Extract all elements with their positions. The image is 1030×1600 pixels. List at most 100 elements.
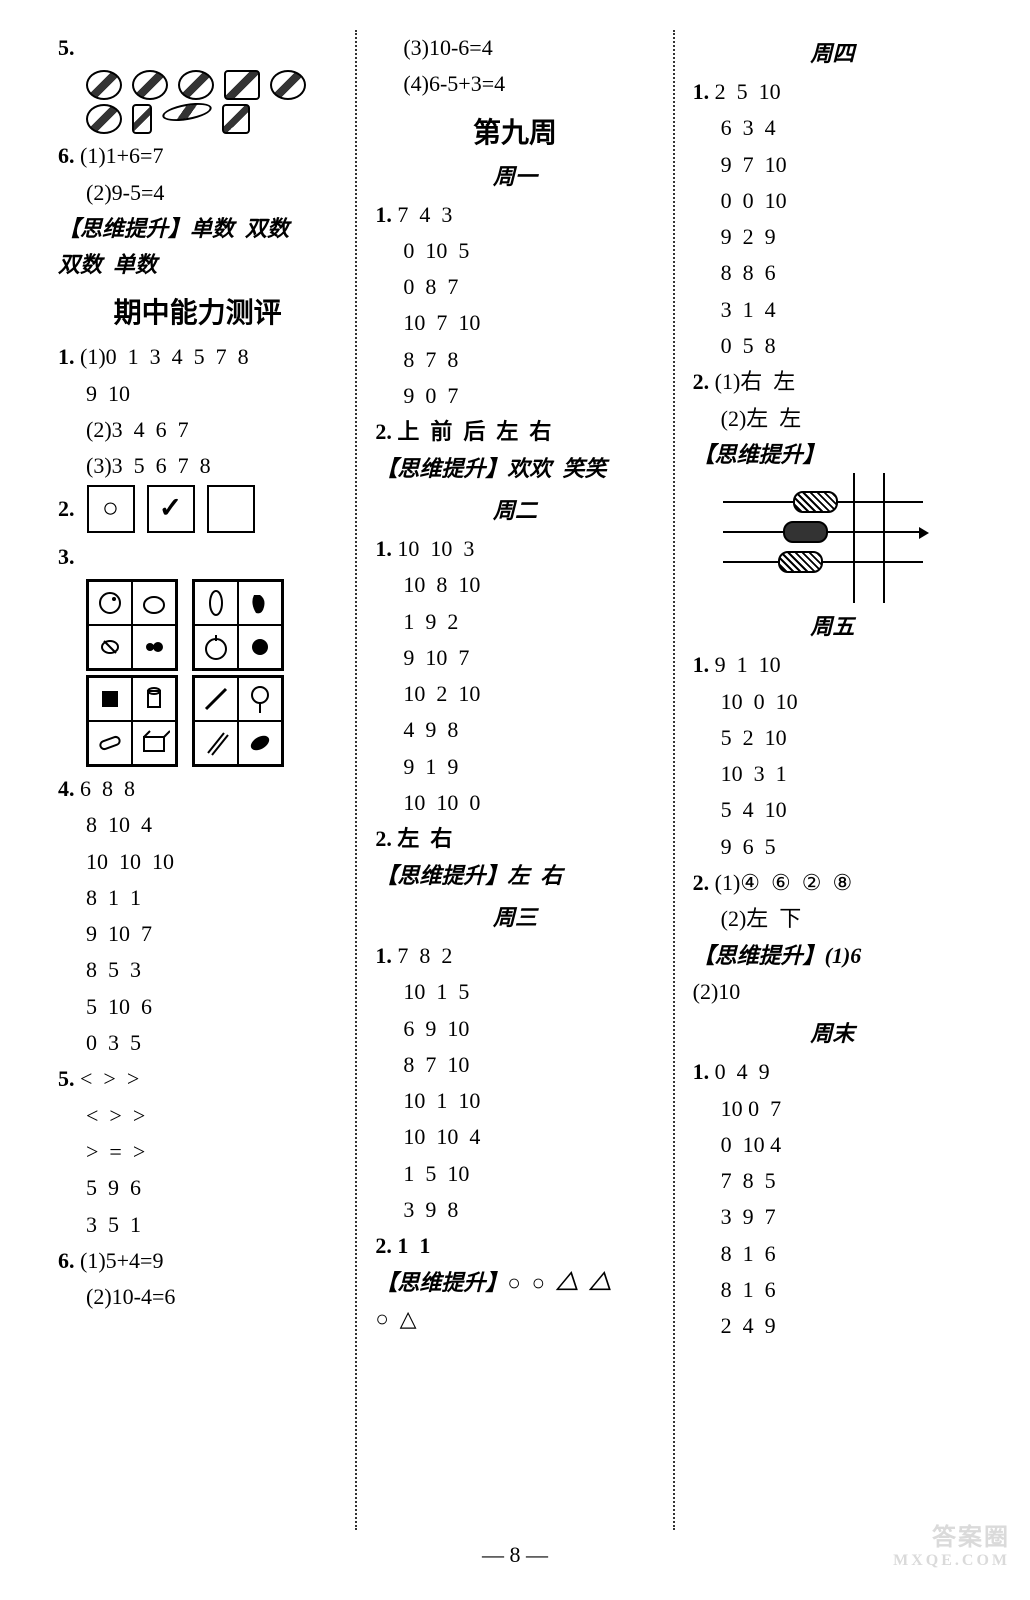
- pumpkin-icon: [194, 625, 238, 669]
- q1-2: (2)3 4 6 7: [58, 412, 337, 448]
- d5-row: 10 3 1: [693, 756, 972, 792]
- q5-icons-row2: [58, 104, 337, 134]
- d4-row: 9 7 10: [693, 147, 972, 183]
- week-heading: 第九周: [375, 111, 654, 151]
- q5b-label: 5. < > >: [58, 1061, 337, 1097]
- d4-think: 【思维提升】: [693, 437, 972, 473]
- d4-q2-2: (2)左 左: [693, 401, 972, 437]
- watermark-main: 答案圈: [893, 1517, 1010, 1552]
- day2-heading: 周二: [375, 493, 654, 525]
- duck-icon: [132, 581, 176, 625]
- d1-row: 9 0 7: [375, 378, 654, 414]
- vehicle-icon: [793, 491, 838, 513]
- brush-icon: [132, 104, 152, 134]
- d3-q2: 2. 1 1: [375, 1228, 654, 1264]
- d4-row: 6 3 4: [693, 110, 972, 146]
- q1-3: (3)3 5 6 7 8: [58, 448, 337, 484]
- bee-icon: [88, 625, 132, 669]
- d1-row: 10 7 10: [375, 305, 654, 341]
- column-1: 5. 6. (1)1+6=7 (2)9-5=4 【思维提升】单数 双数 双数 单…: [40, 30, 355, 1530]
- q4-row: 5 10 6: [58, 989, 337, 1025]
- cube-icon: [88, 677, 132, 721]
- d2-q1-label: 1. 10 10 3: [375, 531, 654, 567]
- thinking-improve-2: 双数 单数: [58, 247, 337, 283]
- d3-row: 8 7 10: [375, 1047, 654, 1083]
- chopsticks-icon: [194, 721, 238, 765]
- q4-row: 8 5 3: [58, 952, 337, 988]
- ant-icon: [132, 625, 176, 669]
- we-row: 3 9 7: [693, 1199, 972, 1235]
- d2-row: 10 2 10: [375, 676, 654, 712]
- vehicle-icon: [778, 551, 823, 573]
- q1-1b: 9 10: [58, 376, 337, 412]
- q5-label: 5.: [58, 30, 337, 66]
- q4-row: 9 10 7: [58, 916, 337, 952]
- d2-q2: 2. 左 右: [375, 821, 654, 857]
- d2-row: 9 1 9: [375, 749, 654, 785]
- d2-row: 9 10 7: [375, 640, 654, 676]
- we-row: 2 4 9: [693, 1308, 972, 1344]
- answer-box-circle: ○: [87, 485, 135, 533]
- d2-row: 4 9 8: [375, 712, 654, 748]
- pic-grid: [192, 579, 284, 671]
- weekend-heading: 周末: [693, 1016, 972, 1048]
- page-number: — 8 —: [40, 1542, 990, 1568]
- column-2: (3)10-6=4 (4)6-5+3=4 第九周 周一 1. 7 4 3 0 1…: [357, 30, 672, 1530]
- leaf-icon: [238, 721, 282, 765]
- day5-heading: 周五: [693, 609, 972, 641]
- d2-think: 【思维提升】左 右: [375, 858, 654, 894]
- d4-q1-label: 1. 2 5 10: [693, 74, 972, 110]
- d3-think1: 【思维提升】○ ○ △ △: [375, 1265, 654, 1301]
- direction-map-diagram: [723, 473, 923, 603]
- d1-think: 【思维提升】欢欢 笑笑: [375, 451, 654, 487]
- q5-icons-row1: [58, 70, 337, 100]
- c2-top1: (3)10-6=4: [375, 30, 654, 66]
- cylinder-icon: [132, 677, 176, 721]
- q6b-2: (2)10-4=6: [58, 1279, 337, 1315]
- d1-row: 0 8 7: [375, 269, 654, 305]
- d1-row: 8 7 8: [375, 342, 654, 378]
- midterm-heading: 期中能力测评: [58, 291, 337, 331]
- d4-row: 8 8 6: [693, 255, 972, 291]
- corn-icon: [194, 581, 238, 625]
- food-icon: [132, 70, 168, 100]
- hammer-icon: [222, 104, 250, 134]
- d5-row: 9 6 5: [693, 829, 972, 865]
- we-row: 8 1 6: [693, 1272, 972, 1308]
- d1-q2: 2. 上 前 后 左 右: [375, 414, 654, 450]
- d4-q2-label: 2. (1)右 左: [693, 364, 972, 400]
- q5b-row: > = >: [58, 1134, 337, 1170]
- thinking-improve-1: 【思维提升】单数 双数: [58, 211, 337, 247]
- d5-q1-label: 1. 9 1 10: [693, 647, 972, 683]
- we-row: 0 10 4: [693, 1127, 972, 1163]
- d3-q1-label: 1. 7 8 2: [375, 938, 654, 974]
- watermark-sub: MXQE.COM: [893, 1552, 1010, 1570]
- day3-heading: 周三: [375, 900, 654, 932]
- we-row: 8 1 6: [693, 1236, 972, 1272]
- answer-box-empty: [207, 485, 255, 533]
- q4-label: 4. 6 8 8: [58, 771, 337, 807]
- q4-row: 0 3 5: [58, 1025, 337, 1061]
- d1-q1-label: 1. 7 4 3: [375, 197, 654, 233]
- q5b-row: 5 9 6: [58, 1170, 337, 1206]
- q4-row: 8 10 4: [58, 807, 337, 843]
- mitten-icon: [86, 104, 122, 134]
- q5b-row: 3 5 1: [58, 1207, 337, 1243]
- d4-row: 0 0 10: [693, 183, 972, 219]
- d2-row: 10 10 0: [375, 785, 654, 821]
- box-icon: [132, 721, 176, 765]
- d1-row: 0 10 5: [375, 233, 654, 269]
- d2-row: 1 9 2: [375, 604, 654, 640]
- column-3: 周四 1. 2 5 10 6 3 4 9 7 10 0 0 10 9 2 9 8…: [675, 30, 990, 1530]
- d3-row: 10 1 5: [375, 974, 654, 1010]
- food-icon: [270, 70, 306, 100]
- nut-icon: [238, 625, 282, 669]
- food-icon: [224, 70, 260, 100]
- q6-label: 6. (1)1+6=7: [58, 138, 337, 174]
- chicken-icon: [88, 581, 132, 625]
- pic-grid: [86, 579, 178, 671]
- d5-q2-2: (2)左 下: [693, 901, 972, 937]
- we-row: 10 0 7: [693, 1091, 972, 1127]
- we-q1-label: 1. 0 4 9: [693, 1054, 972, 1090]
- eraser-icon: [88, 721, 132, 765]
